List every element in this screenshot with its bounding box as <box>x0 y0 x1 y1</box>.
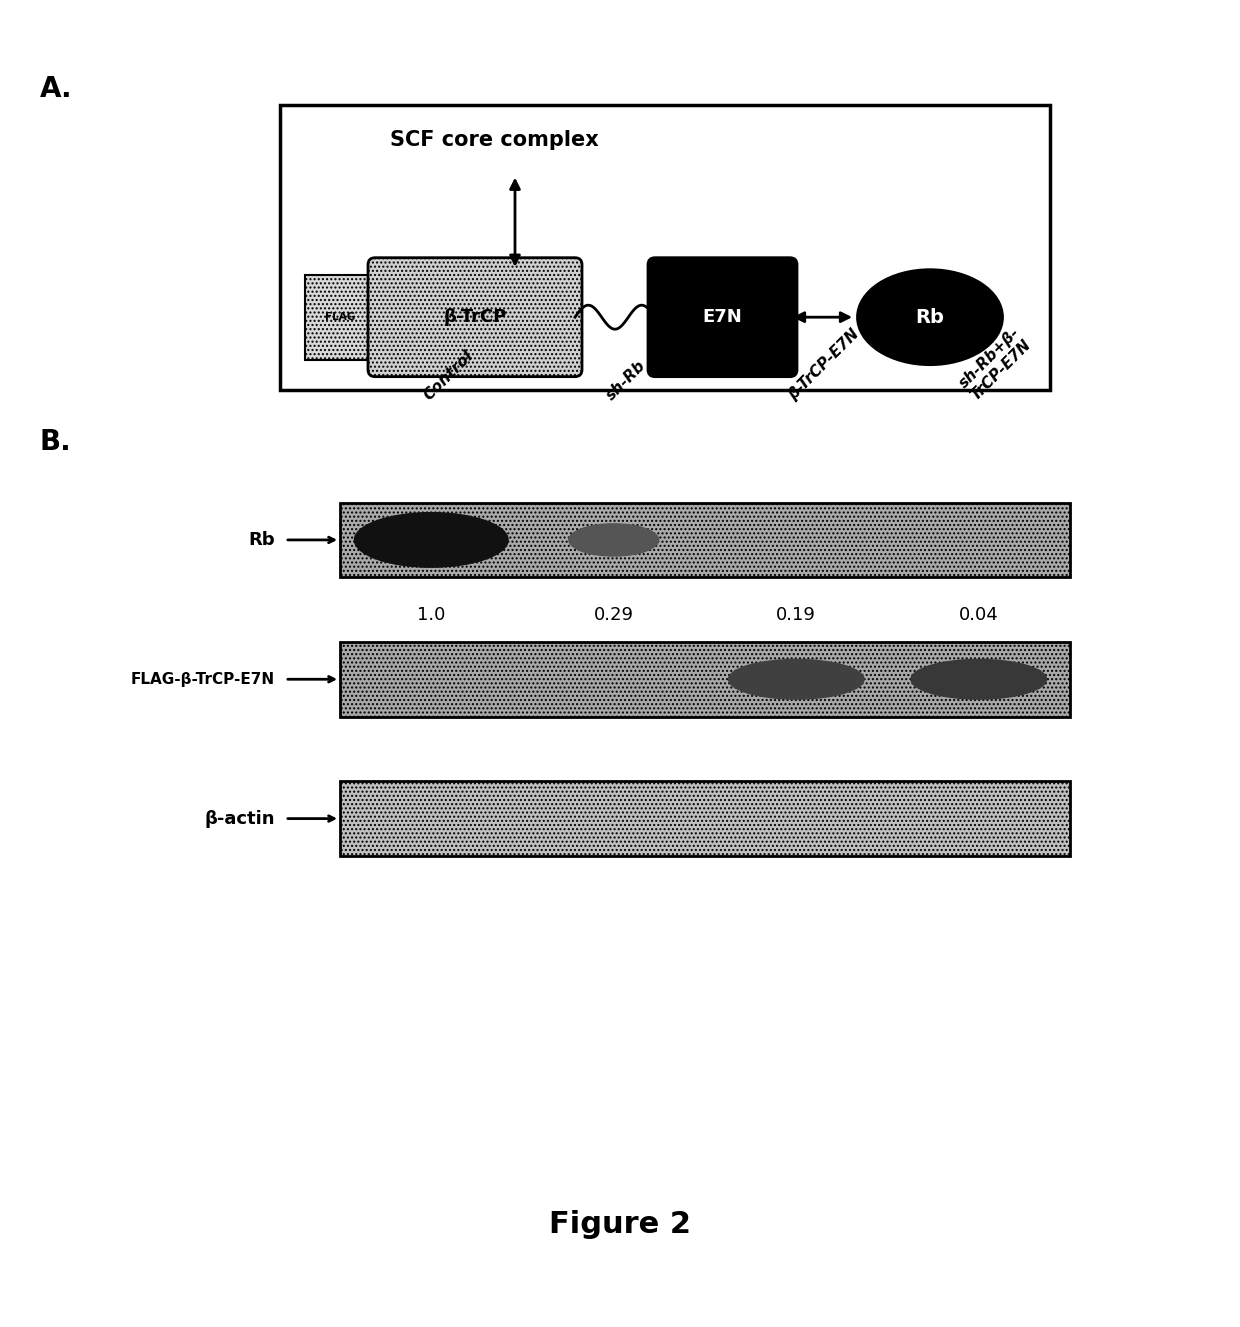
Text: β-TrCP: β-TrCP <box>444 308 507 326</box>
FancyBboxPatch shape <box>305 275 374 360</box>
Text: β-actin: β-actin <box>205 809 275 828</box>
Ellipse shape <box>910 658 1048 699</box>
Text: FLAG: FLAG <box>325 312 355 322</box>
Ellipse shape <box>568 523 660 557</box>
FancyBboxPatch shape <box>280 105 1050 390</box>
Text: sh-Rb: sh-Rb <box>603 358 649 403</box>
Text: Rb: Rb <box>915 308 945 326</box>
Bar <box>340 642 1070 717</box>
Text: Figure 2: Figure 2 <box>549 1210 691 1239</box>
Text: A.: A. <box>40 74 73 102</box>
Text: SCF core complex: SCF core complex <box>391 130 599 150</box>
Text: 1.0: 1.0 <box>417 606 445 624</box>
FancyBboxPatch shape <box>368 257 582 377</box>
Bar <box>340 503 1070 577</box>
Ellipse shape <box>728 658 864 699</box>
Ellipse shape <box>858 269 1002 365</box>
Text: 0.29: 0.29 <box>594 606 634 624</box>
Text: FLAG-β-TrCP-E7N: FLAG-β-TrCP-E7N <box>131 671 275 687</box>
Text: Rb: Rb <box>248 531 275 549</box>
Text: β-TrCP-E7N: β-TrCP-E7N <box>786 326 862 403</box>
Text: sh-Rb+β-
TrCP-E7N: sh-Rb+β- TrCP-E7N <box>956 324 1034 403</box>
Text: B.: B. <box>40 427 72 456</box>
Bar <box>340 782 1070 856</box>
FancyBboxPatch shape <box>649 257 797 377</box>
Text: 0.19: 0.19 <box>776 606 816 624</box>
Text: 0.04: 0.04 <box>959 606 998 624</box>
Text: E7N: E7N <box>703 308 743 326</box>
Ellipse shape <box>353 512 508 568</box>
Text: Control: Control <box>420 348 476 403</box>
